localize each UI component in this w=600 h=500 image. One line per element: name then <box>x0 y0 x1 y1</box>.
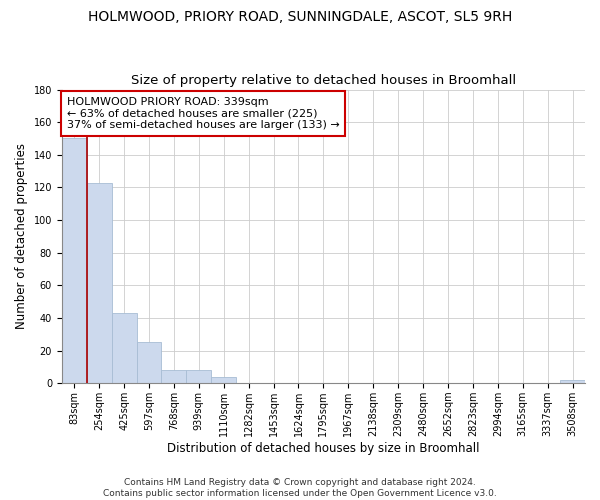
Bar <box>161 370 187 383</box>
Bar <box>86 182 112 383</box>
X-axis label: Distribution of detached houses by size in Broomhall: Distribution of detached houses by size … <box>167 442 479 455</box>
Text: HOLMWOOD, PRIORY ROAD, SUNNINGDALE, ASCOT, SL5 9RH: HOLMWOOD, PRIORY ROAD, SUNNINGDALE, ASCO… <box>88 10 512 24</box>
Bar <box>187 370 211 383</box>
Bar <box>62 138 86 383</box>
Bar <box>112 313 137 383</box>
Text: HOLMWOOD PRIORY ROAD: 339sqm
← 63% of detached houses are smaller (225)
37% of s: HOLMWOOD PRIORY ROAD: 339sqm ← 63% of de… <box>67 97 340 130</box>
Text: Contains HM Land Registry data © Crown copyright and database right 2024.
Contai: Contains HM Land Registry data © Crown c… <box>103 478 497 498</box>
Bar <box>137 342 161 383</box>
Title: Size of property relative to detached houses in Broomhall: Size of property relative to detached ho… <box>131 74 516 87</box>
Bar <box>211 376 236 383</box>
Y-axis label: Number of detached properties: Number of detached properties <box>15 144 28 330</box>
Bar <box>560 380 585 383</box>
